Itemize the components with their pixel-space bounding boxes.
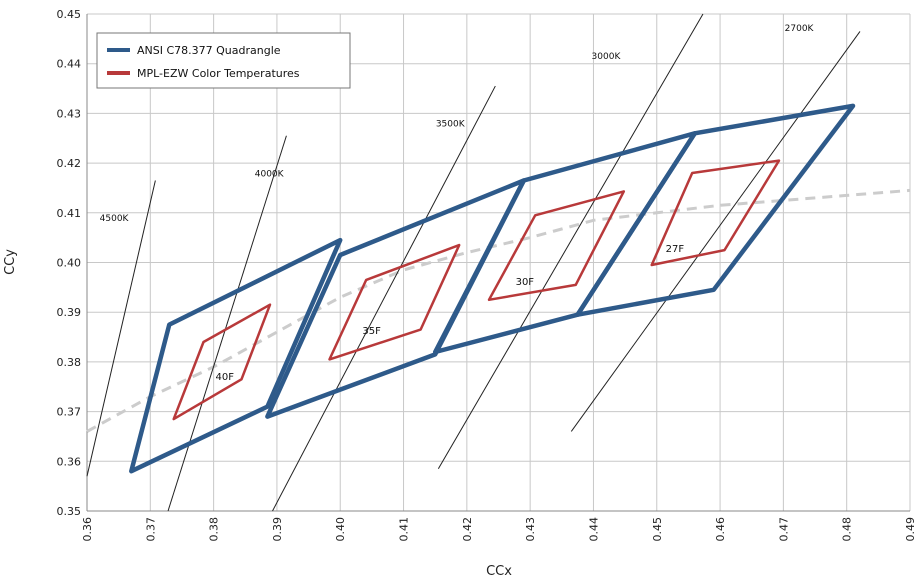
x-tick-label: 0.39: [271, 517, 284, 542]
cct-label: 4000K: [255, 170, 285, 180]
x-tick-label: 0.44: [587, 517, 600, 542]
mpl-ezw-quadrangle: [487, 190, 626, 302]
cct-label: 4500K: [100, 214, 130, 224]
isotemperature-line-4500k: [86, 180, 156, 477]
ansi-quadrangle: [575, 103, 856, 317]
quadrangles: [129, 103, 856, 474]
cct-label: 3500K: [436, 119, 466, 129]
legend-box: [96, 32, 351, 89]
x-axis-title: CCx: [486, 564, 512, 579]
cct-label: 3000K: [592, 52, 622, 62]
mpl-ezw-quadrangle: [650, 159, 781, 267]
isotemperature-line-3000k: [437, 13, 704, 470]
y-tick-label: 0.44: [57, 58, 82, 71]
y-tick-label: 0.43: [57, 107, 82, 120]
x-tick-label: 0.46: [714, 517, 727, 542]
annotations: 4500K 4000K 3500K 3000K 2700K 40F 35F 30F 27F: [100, 24, 815, 383]
bin-label: 30F: [516, 277, 535, 288]
mpl-ezw-quadrangle: [328, 243, 461, 361]
isotemperature-line-2700k: [570, 31, 861, 432]
axes: [86, 14, 910, 512]
x-tick-label: 0.41: [398, 517, 411, 542]
tick-labels: 0.36 0.37 0.38 0.39 0.40 0.41 0.42 0.43 0.44 0.45…: [57, 8, 918, 542]
y-tick-label: 0.35: [57, 505, 82, 518]
y-tick-label: 0.42: [57, 157, 82, 170]
y-tick-label: 0.45: [57, 8, 82, 21]
y-tick-label: 0.38: [57, 356, 82, 369]
legend: ANSI C78.377 Quadrangle MPL-EZW Color Tem…: [96, 32, 351, 89]
y-tick-label: 0.37: [57, 406, 82, 419]
blackbody-locus: [86, 188, 911, 433]
isotemperature-line-3500k: [272, 85, 496, 512]
x-tick-label: 0.36: [81, 517, 94, 542]
legend-label: MPL-EZW Color Temperatures: [137, 67, 300, 80]
x-tick-label: 0.38: [208, 517, 221, 542]
mpl-ezw-quadrangle: [172, 303, 272, 421]
bin-label: 27F: [666, 244, 685, 255]
y-axis-title: CCy: [3, 249, 18, 275]
y-tick-label: 0.39: [57, 306, 82, 319]
y-tick-label: 0.40: [57, 257, 82, 270]
cct-label: 2700K: [785, 24, 815, 34]
x-tick-label: 0.37: [144, 517, 157, 542]
isotemperature-line-4000k: [167, 135, 287, 512]
y-tick-label: 0.41: [57, 207, 82, 220]
blackbody-locus-line: [86, 188, 911, 433]
bin-label: 35F: [362, 326, 381, 337]
bin-label: 40F: [216, 372, 235, 383]
legend-label: ANSI C78.377 Quadrangle: [137, 44, 281, 57]
y-tick-label: 0.36: [57, 455, 82, 468]
x-tick-label: 0.49: [904, 517, 917, 542]
isotemperature-lines: [86, 13, 861, 512]
ansi-quadrangle: [129, 237, 343, 474]
x-tick-label: 0.40: [334, 517, 347, 542]
x-tick-label: 0.48: [841, 517, 854, 542]
x-tick-label: 0.45: [651, 517, 664, 542]
x-tick-label: 0.42: [461, 517, 474, 542]
x-tick-label: 0.47: [777, 517, 790, 542]
x-tick-label: 0.43: [524, 517, 537, 542]
